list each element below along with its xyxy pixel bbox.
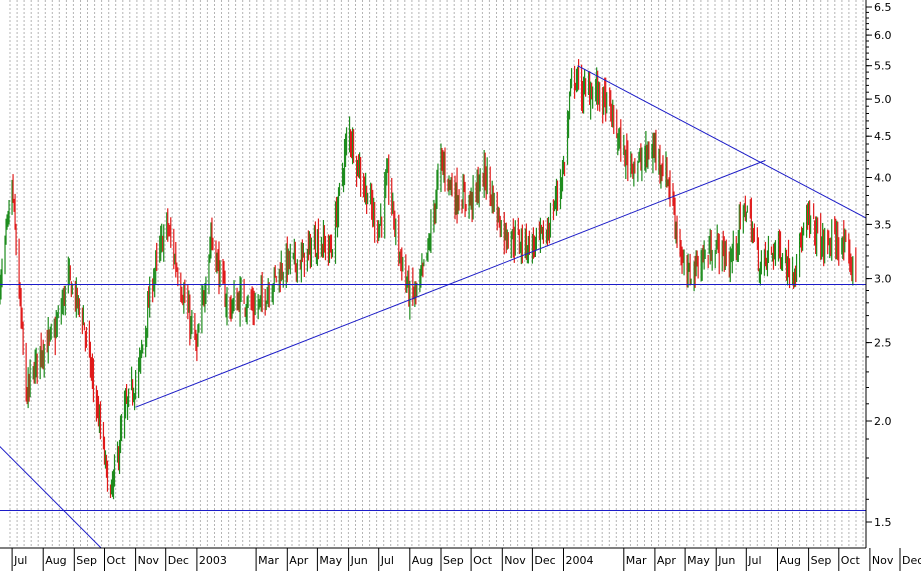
x-axis: Jul Aug Sep Oct Nov Dec 2003 Mar Apr May Jun Jul Aug… xyxy=(11,548,921,571)
x-tick-label: Aug xyxy=(780,554,801,567)
x-axis-panel xyxy=(0,548,921,571)
y-tick-label: 3.0 xyxy=(874,273,892,286)
x-tick-label: Nov xyxy=(504,554,526,567)
x-tick-label: Sep xyxy=(811,554,832,567)
y-tick-label: 6.5 xyxy=(874,1,892,14)
x-tick-label: Jul xyxy=(13,554,27,567)
x-tick-label: Aug xyxy=(45,554,66,567)
y-tick-label: 6.0 xyxy=(874,29,892,42)
x-tick-label: Mar xyxy=(258,554,279,567)
x-tick-label: Dec xyxy=(534,554,555,567)
trendline-1 xyxy=(135,159,766,408)
candlestick-series xyxy=(0,59,857,500)
x-tick-label: 2003 xyxy=(199,554,227,567)
y-tick-label: 2.0 xyxy=(874,415,892,428)
x-tick-label: Apr xyxy=(289,554,309,567)
x-tick-label: Nov xyxy=(138,554,160,567)
x-tick-label: Oct xyxy=(473,554,493,567)
y-axis: 6.5 6.0 5.5 5.0 4.5 4.0 3.5 3.0 2.5 2.0 1.5 xyxy=(866,1,892,529)
x-tick-label: Dec xyxy=(902,554,921,567)
x-tick-label: 2004 xyxy=(566,554,594,567)
y-axis-panel xyxy=(866,0,921,571)
x-tick-label: Oct xyxy=(841,554,861,567)
x-tick-label: Sep xyxy=(443,554,464,567)
x-tick-label: Aug xyxy=(412,554,433,567)
x-tick-label: Apr xyxy=(657,554,677,567)
y-tick-label: 2.5 xyxy=(874,337,892,350)
y-tick-label: 1.5 xyxy=(874,516,892,529)
y-tick-label: 5.0 xyxy=(874,93,892,106)
y-tick-label: 4.0 xyxy=(874,172,892,185)
x-tick-label: Jul xyxy=(380,554,394,567)
x-tick-label: Dec xyxy=(168,554,189,567)
y-tick-label: 4.5 xyxy=(874,130,892,143)
x-tick-label: Nov xyxy=(872,554,894,567)
x-tick-label: May xyxy=(687,554,710,567)
vertical-grid xyxy=(9,0,864,548)
x-tick-label: Sep xyxy=(76,554,97,567)
trendlines xyxy=(0,65,921,575)
x-tick-label: Mar xyxy=(626,554,647,567)
x-tick-label: Jul xyxy=(747,554,761,567)
y-tick-label: 5.5 xyxy=(874,60,892,73)
x-tick-label: Jun xyxy=(717,554,735,567)
x-tick-label: Jun xyxy=(350,554,368,567)
x-tick-label: Oct xyxy=(107,554,127,567)
x-tick-label: May xyxy=(319,554,342,567)
y-tick-label: 3.5 xyxy=(874,218,892,231)
